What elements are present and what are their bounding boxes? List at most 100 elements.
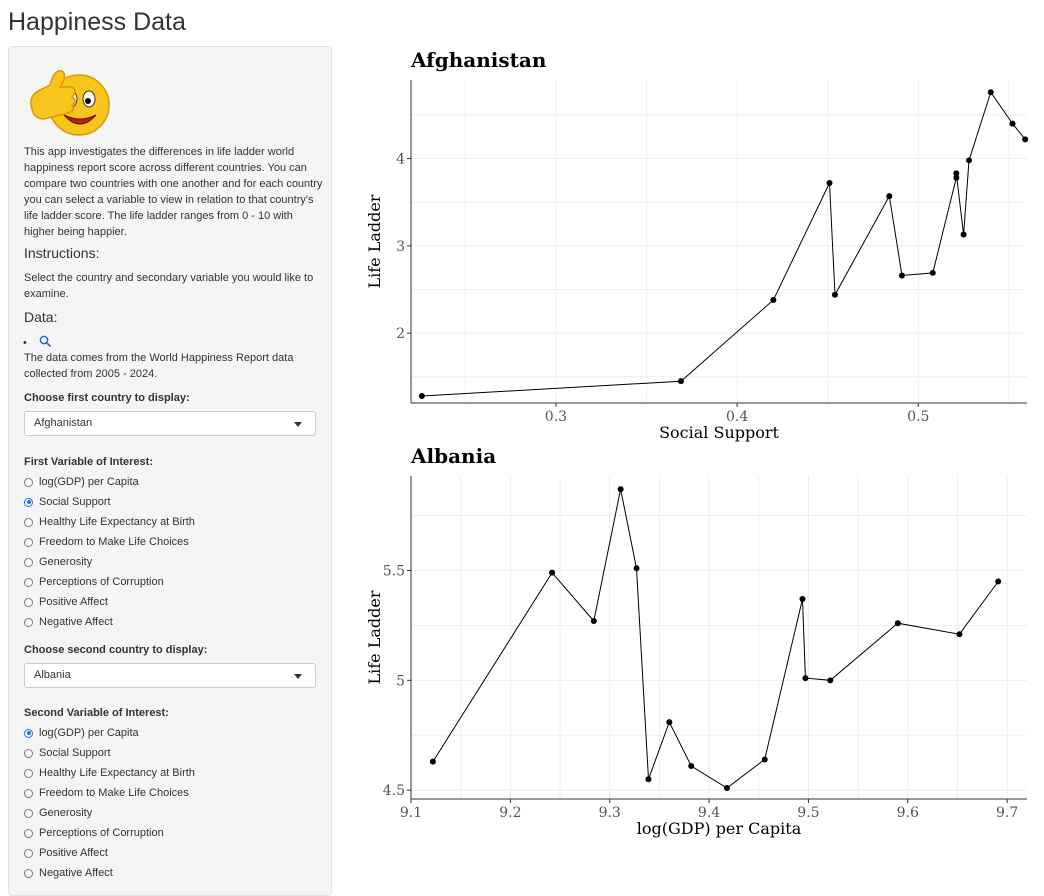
radio-button[interactable] bbox=[24, 577, 33, 587]
radio-button[interactable] bbox=[24, 848, 33, 858]
data-point bbox=[770, 296, 777, 303]
data-point bbox=[987, 89, 994, 96]
chevron-down-icon bbox=[294, 674, 302, 679]
radio-button[interactable] bbox=[24, 808, 33, 818]
variable1-radio-label: Perceptions of Corruption bbox=[39, 576, 164, 588]
country2-selected-value: Albania bbox=[34, 669, 71, 681]
data-point bbox=[886, 193, 893, 200]
radio-button[interactable] bbox=[24, 828, 33, 838]
variable2-radio-option[interactable]: log(GDP) per Capita bbox=[24, 723, 195, 743]
plot2-title: Albania bbox=[411, 444, 497, 468]
variable2-radio-option[interactable]: Generosity bbox=[24, 803, 195, 823]
variable1-radio-group: log(GDP) per Capita Social Support Healthy… bbox=[24, 472, 195, 632]
data-point bbox=[688, 763, 695, 770]
thumbs-up-smiley-icon bbox=[30, 70, 110, 136]
data-point bbox=[549, 569, 556, 576]
data-point bbox=[1022, 136, 1029, 143]
radio-button[interactable] bbox=[24, 617, 33, 627]
y-tick-label: 5.5 bbox=[383, 563, 405, 579]
variable1-radio-option[interactable]: Generosity bbox=[24, 552, 195, 572]
series-line bbox=[432, 489, 999, 789]
radio-button[interactable] bbox=[24, 597, 33, 607]
plot2-chart: 9.1 9.2 9.3 9.4 9.5 9.6 9.7 4.5 5 5.5 log(GDP) per… bbox=[365, 476, 1027, 838]
radio-button[interactable] bbox=[24, 868, 33, 878]
variable1-radio-option[interactable]: Healthy Life Expectancy at Birth bbox=[24, 512, 195, 532]
app-title: Happiness Data bbox=[8, 8, 186, 36]
variable1-label: First Variable of Interest: bbox=[24, 456, 153, 468]
variable2-radio-option[interactable]: Perceptions of Corruption bbox=[24, 823, 195, 843]
app-description: This app investigates the differences in… bbox=[24, 146, 323, 238]
instructions-text: Select the country and secondary variabl… bbox=[24, 272, 314, 300]
data-point bbox=[590, 618, 597, 625]
variable1-radio-label: Healthy Life Expectancy at Birth bbox=[39, 516, 195, 528]
x-tick-label: 9.1 bbox=[400, 805, 422, 821]
data-point bbox=[677, 378, 684, 385]
x-tick-label: 0.5 bbox=[907, 409, 929, 425]
variable2-radio-label: Healthy Life Expectancy at Birth bbox=[39, 767, 195, 779]
data-point bbox=[723, 785, 730, 792]
variable2-radio-group: log(GDP) per Capita Social Support Healthy… bbox=[24, 723, 195, 883]
variable2-radio-option[interactable]: Healthy Life Expectancy at Birth bbox=[24, 763, 195, 783]
radio-button[interactable] bbox=[24, 728, 33, 738]
variable2-radio-option[interactable]: Freedom to Make Life Choices bbox=[24, 783, 195, 803]
data-point bbox=[802, 675, 809, 682]
x-tick-label: 0.3 bbox=[545, 409, 567, 425]
data-point bbox=[831, 291, 838, 298]
radio-button[interactable] bbox=[24, 477, 33, 487]
variable1-radio-option[interactable]: Perceptions of Corruption bbox=[24, 572, 195, 592]
variable2-radio-option[interactable]: Positive Affect bbox=[24, 843, 195, 863]
country1-selected-value: Afghanistan bbox=[34, 417, 93, 429]
radio-button[interactable] bbox=[24, 788, 33, 798]
variable1-radio-option[interactable]: log(GDP) per Capita bbox=[24, 472, 195, 492]
country1-select[interactable]: Afghanistan bbox=[24, 411, 316, 436]
x-tick-label: 9.6 bbox=[897, 805, 919, 821]
data-heading: Data: bbox=[24, 309, 58, 325]
y-tick-label: 4.5 bbox=[383, 783, 405, 799]
data-point bbox=[894, 620, 901, 627]
data-point bbox=[960, 231, 967, 238]
variable1-radio-option[interactable]: Freedom to Make Life Choices bbox=[24, 532, 195, 552]
variable2-radio-label: Positive Affect bbox=[39, 847, 108, 859]
x-tick-label: 9.3 bbox=[599, 805, 621, 821]
data-point bbox=[666, 719, 673, 726]
x-tick-label: 9.4 bbox=[698, 805, 720, 821]
sidebar-panel: This app investigates the differences in… bbox=[8, 46, 332, 896]
series-line bbox=[421, 91, 1026, 397]
data-point bbox=[995, 578, 1002, 585]
data-point bbox=[956, 631, 963, 638]
x-tick-label: 9.5 bbox=[797, 805, 819, 821]
variable2-radio-label: log(GDP) per Capita bbox=[39, 727, 139, 739]
list-bullet: • bbox=[23, 337, 27, 349]
country2-label: Choose second country to display: bbox=[24, 644, 208, 656]
y-tick-label: 5 bbox=[396, 673, 405, 689]
variable1-radio-option[interactable]: Negative Affect bbox=[24, 612, 195, 632]
data-point bbox=[429, 758, 436, 765]
variable2-radio-label: Freedom to Make Life Choices bbox=[39, 787, 189, 799]
country1-label: Choose first country to display: bbox=[24, 392, 190, 404]
data-point bbox=[826, 180, 833, 187]
radio-button[interactable] bbox=[24, 768, 33, 778]
radio-button[interactable] bbox=[24, 517, 33, 527]
y-axis-label: Life Ladder bbox=[365, 194, 384, 288]
variable1-radio-option[interactable]: Positive Affect bbox=[24, 592, 195, 612]
radio-button[interactable] bbox=[24, 557, 33, 567]
data-point bbox=[827, 677, 834, 684]
data-point bbox=[799, 596, 806, 603]
radio-button[interactable] bbox=[24, 497, 33, 507]
plot1-title: Afghanistan bbox=[411, 48, 547, 72]
data-point bbox=[418, 393, 425, 400]
variable2-radio-option[interactable]: Negative Affect bbox=[24, 863, 195, 883]
variable2-radio-option[interactable]: Social Support bbox=[24, 743, 195, 763]
data-point bbox=[929, 269, 936, 276]
search-icon[interactable] bbox=[39, 335, 51, 347]
radio-button[interactable] bbox=[24, 537, 33, 547]
country2-select[interactable]: Albania bbox=[24, 663, 316, 688]
variable1-radio-option[interactable]: Social Support bbox=[24, 492, 195, 512]
variable2-label: Second Variable of Interest: bbox=[24, 707, 169, 719]
variable2-radio-label: Perceptions of Corruption bbox=[39, 827, 164, 839]
radio-button[interactable] bbox=[24, 748, 33, 758]
variable1-radio-label: Social Support bbox=[39, 496, 111, 508]
y-tick-label: 3 bbox=[396, 239, 405, 255]
y-axis-label: Life Ladder bbox=[365, 590, 384, 684]
x-tick-label: 0.4 bbox=[726, 409, 748, 425]
